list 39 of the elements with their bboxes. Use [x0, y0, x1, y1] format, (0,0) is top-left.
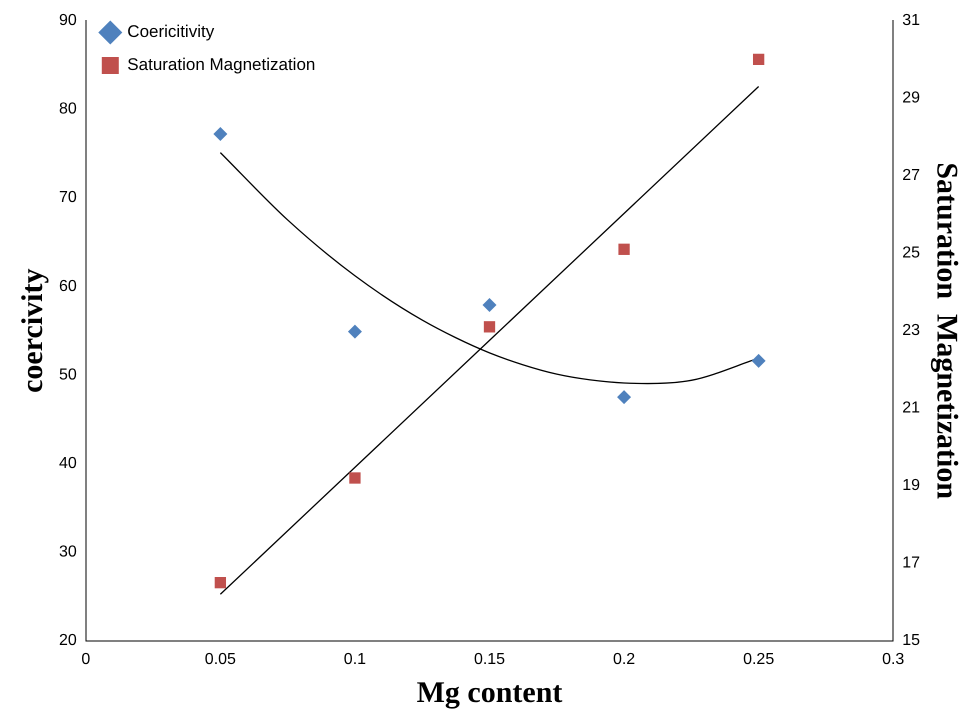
- x-tick-label: 0.1: [344, 650, 366, 668]
- point: [617, 390, 632, 404]
- y2-tick-label: 15: [902, 632, 920, 650]
- point: [214, 577, 226, 588]
- point: [484, 321, 496, 332]
- y2-tick-label: 19: [902, 477, 920, 494]
- y2-tick-label: 27: [902, 167, 920, 184]
- y2-tick-label: 17: [902, 554, 920, 572]
- y-tick-label: 50: [59, 366, 77, 384]
- y-tick-label: 30: [59, 544, 77, 561]
- legend-label: Coericitivity: [127, 22, 215, 42]
- x-tick-label: 0.05: [204, 650, 236, 668]
- x-tick-label: 0.15: [474, 650, 506, 668]
- y-axis-title: coercivity: [16, 268, 49, 393]
- y2-tick-label: 31: [902, 12, 920, 30]
- y2-tick-label: 25: [902, 244, 920, 262]
- point: [752, 354, 766, 368]
- x-tick-label: 0: [81, 650, 90, 668]
- y2-tick-label: 23: [902, 322, 920, 340]
- y-tick-label: 20: [59, 632, 77, 650]
- x-tick-label: 0.2: [612, 650, 636, 668]
- y-tick-label: 90: [59, 12, 77, 30]
- y-tick-label: 60: [59, 278, 77, 295]
- point: [482, 298, 496, 312]
- point: [213, 127, 228, 142]
- point: [348, 324, 362, 339]
- point: [349, 472, 361, 484]
- point: [618, 244, 630, 255]
- y-tick-label: 70: [59, 189, 77, 206]
- y2-axis-title: Saturation Magnetization: [930, 162, 964, 500]
- y2-tick-label: 29: [902, 90, 920, 107]
- y-tick-label: 80: [59, 100, 77, 118]
- point: [752, 54, 764, 66]
- y2-tick-label: 21: [902, 400, 920, 417]
- legend-label: Saturation Magnetization: [127, 55, 316, 74]
- x-tick-label: 0.25: [743, 650, 774, 668]
- x-axis-title: Mg content: [416, 676, 562, 709]
- x-tick-label: 0.3: [882, 650, 904, 668]
- y-tick-label: 40: [59, 455, 77, 472]
